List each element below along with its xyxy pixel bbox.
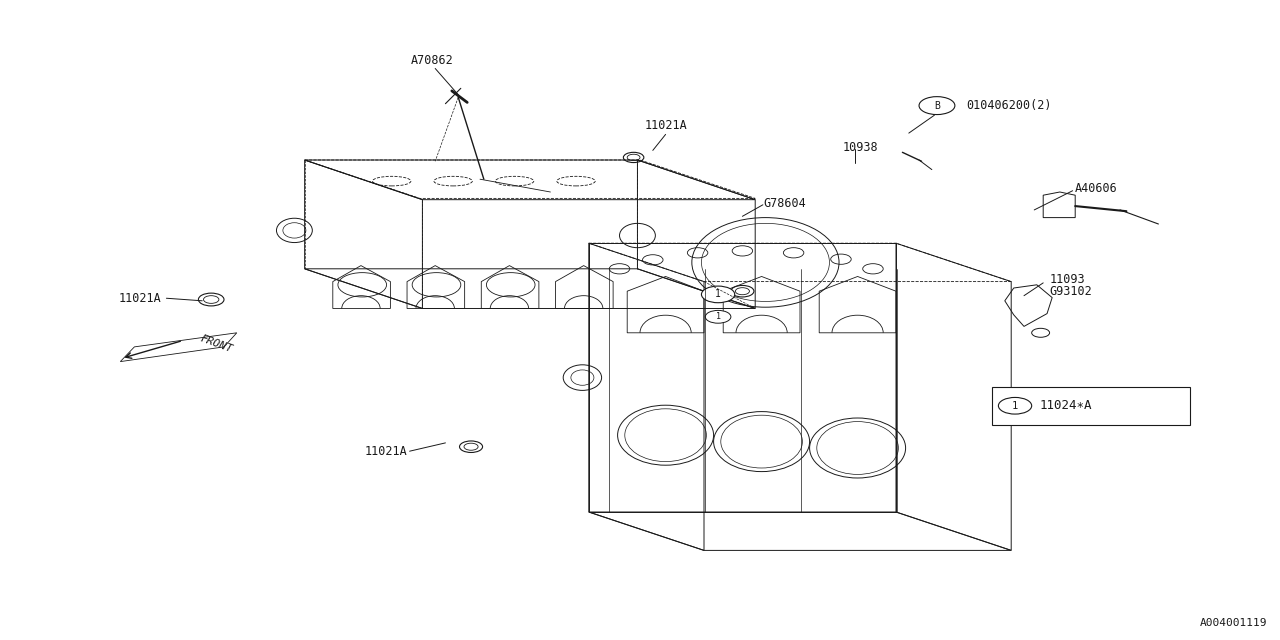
FancyBboxPatch shape bbox=[992, 387, 1190, 425]
Text: 11093: 11093 bbox=[1050, 273, 1085, 285]
Text: 1: 1 bbox=[716, 312, 721, 321]
Text: 11021A: 11021A bbox=[365, 445, 407, 458]
Text: 11021A: 11021A bbox=[119, 292, 161, 305]
Text: A004001119: A004001119 bbox=[1199, 618, 1267, 628]
Text: A70862: A70862 bbox=[411, 54, 454, 67]
Text: A40606: A40606 bbox=[1075, 182, 1117, 195]
Text: 1: 1 bbox=[716, 289, 721, 300]
Text: G93102: G93102 bbox=[1050, 285, 1092, 298]
Circle shape bbox=[701, 286, 735, 303]
Text: 1: 1 bbox=[1012, 401, 1018, 411]
Circle shape bbox=[919, 97, 955, 115]
Circle shape bbox=[998, 397, 1032, 414]
Text: B: B bbox=[934, 100, 940, 111]
Text: 10938: 10938 bbox=[842, 141, 878, 154]
Text: G78604: G78604 bbox=[763, 197, 805, 210]
Text: 010406200(2): 010406200(2) bbox=[966, 99, 1052, 112]
Text: 11024∗A: 11024∗A bbox=[1039, 399, 1092, 412]
Text: FRONT: FRONT bbox=[198, 334, 233, 355]
Text: 11021A: 11021A bbox=[644, 120, 687, 132]
Circle shape bbox=[705, 310, 731, 323]
